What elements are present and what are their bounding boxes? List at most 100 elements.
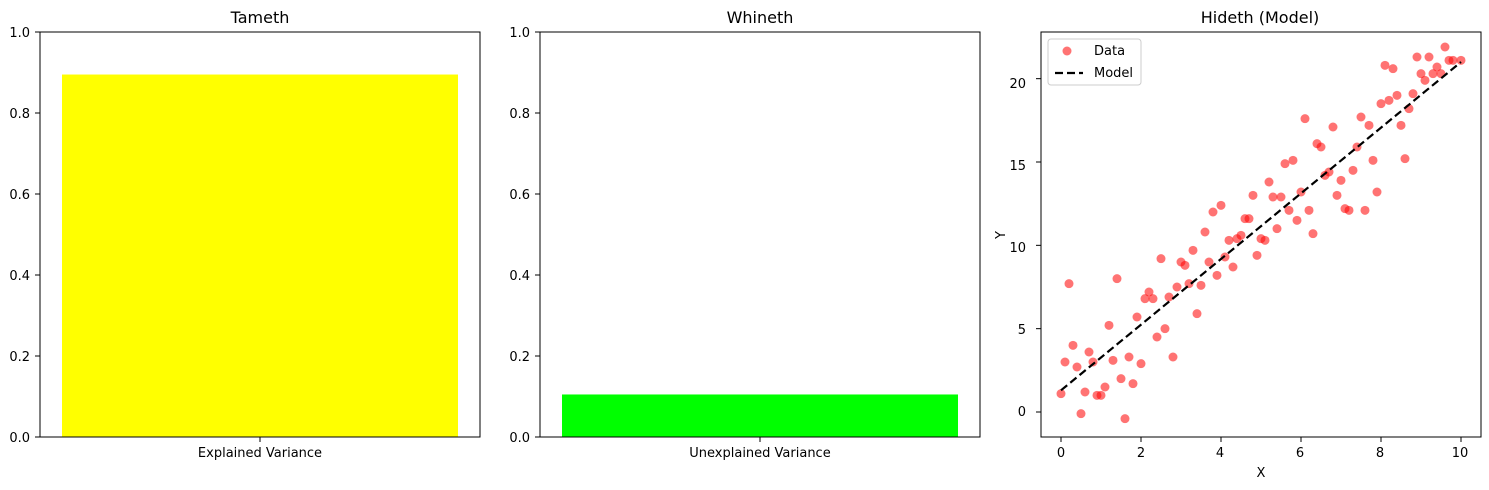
axes-frame — [39, 31, 481, 438]
model-line — [1060, 61, 1462, 392]
data-point — [1096, 390, 1106, 400]
data-point — [1412, 52, 1422, 62]
x-tick-label: Explained Variance — [198, 446, 322, 461]
y-tick-label: 0.8 — [509, 107, 530, 122]
data-point — [1216, 200, 1226, 210]
panel-model-fit: Hideth (Model) 0 2 4 6 8 10 X 0 5 10 15 … — [994, 8, 1482, 481]
data-point — [1272, 224, 1282, 234]
data-point — [1136, 359, 1146, 369]
data-point — [1168, 352, 1178, 362]
data-point — [1332, 190, 1342, 200]
data-point — [1284, 205, 1294, 215]
data-point — [1356, 112, 1366, 122]
data-point — [1440, 42, 1450, 52]
data-point — [1316, 142, 1326, 152]
data-point — [1132, 312, 1142, 322]
x-tick-label: 8 — [1376, 446, 1384, 461]
data-point — [1192, 309, 1202, 319]
data-point — [1116, 374, 1126, 384]
data-point — [1264, 177, 1274, 187]
axes-frame — [539, 31, 981, 438]
data-point — [1432, 62, 1442, 72]
data-point — [1204, 257, 1214, 267]
data-point — [1308, 229, 1318, 239]
plot-area — [535, 31, 981, 442]
data-point — [1088, 357, 1098, 367]
x-tick-label: 2 — [1137, 446, 1145, 461]
data-point — [1120, 414, 1130, 424]
data-point — [1292, 215, 1302, 225]
data-point — [1424, 52, 1434, 62]
data-point — [1408, 89, 1418, 99]
data-point — [1172, 282, 1182, 292]
data-point — [1420, 75, 1430, 85]
data-point — [1236, 230, 1246, 240]
data-point — [1448, 55, 1458, 65]
chart-title: Hideth (Model) — [1201, 8, 1320, 27]
y-tick-label: 0 — [1018, 405, 1026, 420]
y-tick-label: 1.0 — [9, 26, 30, 41]
data-point — [1348, 165, 1358, 175]
y-tick-label: 0.0 — [9, 431, 30, 446]
data-point — [1296, 187, 1306, 197]
data-point — [1456, 55, 1466, 65]
y-tick-label: 0.6 — [509, 188, 530, 203]
y-axis: 0.0 0.2 0.4 0.6 0.8 1.0 — [9, 26, 30, 446]
data-point — [1288, 155, 1298, 165]
data-point — [1148, 294, 1158, 304]
data-point — [1084, 347, 1094, 357]
x-tick-label: Unexplained Variance — [689, 446, 830, 461]
axes-frame — [1040, 31, 1482, 438]
y-axis: 0 5 10 15 20 Y — [994, 77, 1026, 420]
legend-label-model: Model — [1094, 66, 1133, 81]
data-point — [1344, 205, 1354, 215]
data-point — [1080, 387, 1090, 397]
legend-label-data: Data — [1094, 44, 1125, 59]
y-tick-label: 5 — [1018, 323, 1026, 338]
data-point — [1068, 340, 1078, 350]
data-point — [1428, 69, 1438, 79]
data-point — [1224, 235, 1234, 245]
data-point — [1364, 120, 1374, 130]
x-tick-label: 10 — [1452, 446, 1469, 461]
data-point — [1400, 154, 1410, 164]
y-tick-label: 0.2 — [9, 350, 30, 365]
y-tick-label: 1.0 — [509, 26, 530, 41]
data-point — [1244, 214, 1254, 224]
legend: Data Model — [1047, 38, 1142, 86]
data-point — [1076, 409, 1086, 419]
data-point — [1156, 254, 1166, 264]
data-point — [1268, 192, 1278, 202]
data-point — [1388, 64, 1398, 74]
bar — [62, 74, 458, 438]
data-point — [1416, 69, 1426, 79]
data-point — [1300, 114, 1310, 124]
data-point — [1392, 90, 1402, 100]
y-tick-label: 20 — [1009, 77, 1026, 92]
y-tick-label: 0.8 — [9, 107, 30, 122]
data-point — [1360, 205, 1370, 215]
data-point — [1160, 324, 1170, 334]
data-point — [1200, 227, 1210, 237]
y-axis-label: Y — [994, 231, 1009, 240]
y-tick-label: 15 — [1009, 159, 1026, 174]
y-tick-label: 0.6 — [9, 188, 30, 203]
data-point — [1248, 190, 1258, 200]
data-point — [1152, 332, 1162, 342]
data-point — [1304, 205, 1314, 215]
data-point — [1100, 382, 1110, 392]
y-tick-label: 0.2 — [509, 350, 530, 365]
data-point — [1380, 60, 1390, 70]
y-axis: 0.0 0.2 0.4 0.6 0.8 1.0 — [509, 26, 530, 446]
data-point — [1212, 270, 1222, 280]
x-tick-label: 6 — [1296, 446, 1304, 461]
data-point — [1372, 187, 1382, 197]
panel-explained-variance: Tameth Explained Variance 0.0 0.2 0.4 0.… — [9, 8, 481, 461]
data-point — [1328, 122, 1338, 132]
data-point — [1140, 294, 1150, 304]
data-point — [1108, 355, 1118, 365]
data-point — [1112, 274, 1122, 284]
plot-area — [35, 31, 481, 442]
data-point — [1128, 379, 1138, 389]
